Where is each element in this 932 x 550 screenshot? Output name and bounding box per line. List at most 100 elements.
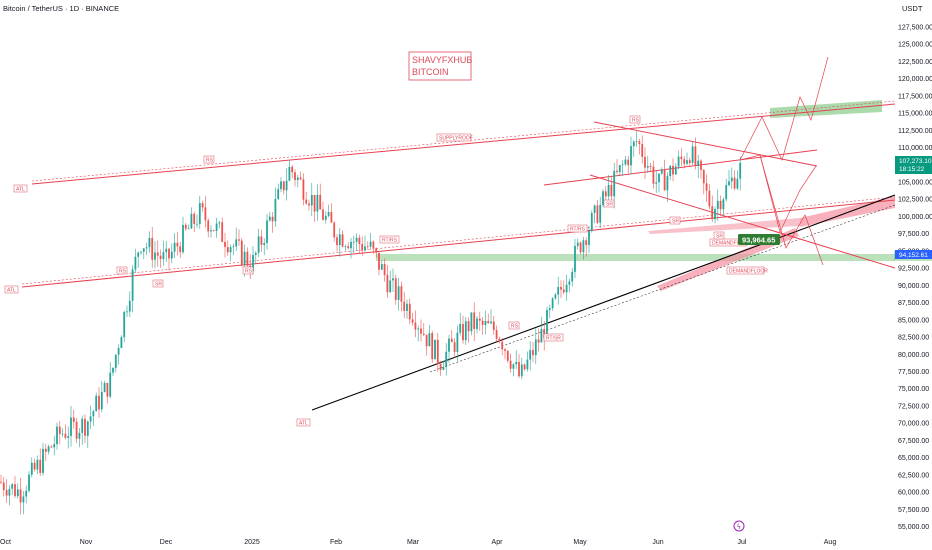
candle-body [120,337,123,349]
candle-body [232,246,235,248]
candle-body [176,242,179,247]
candle-body [238,239,240,241]
candle-body [641,144,644,157]
candle-body [350,241,352,249]
candle-body [520,364,523,377]
candle-body [386,274,389,293]
candle-body [294,172,296,181]
price-tick-label: 70,000.00 [898,421,929,428]
time-tick-label: Apr [492,539,504,546]
candle-body [344,246,347,248]
candle-body [218,222,221,224]
annotation-box [508,321,520,330]
annotation-label: SR [606,201,613,207]
candle-body [134,256,137,270]
candle-body [462,324,464,341]
candle-body [2,482,5,491]
candle-body [434,339,436,360]
candle-body [512,364,515,369]
candle-body [450,338,453,343]
candle-body [593,205,596,214]
candle-body [313,194,316,212]
candle-body [302,179,305,200]
lower-channel-line [21,199,896,288]
candle-body [30,462,33,475]
candle-body [333,222,336,238]
price-tick-label: 62,500.00 [898,472,929,479]
time-tick-label: 2025 [244,539,260,546]
price-tick-label: 57,500.00 [898,507,929,514]
descending-red-line [589,174,896,269]
annotation-label: RS [206,157,214,163]
watermark-line1: SHAVYFXHUB [412,55,472,65]
demand-price-value: 93,964.65 [742,236,775,245]
candle-body [310,194,313,206]
price-tick-label: 60,000.00 [898,490,929,497]
candle-body [529,350,532,360]
candle-body [75,421,78,439]
price-tick-label: 77,500.00 [898,369,929,376]
candle-body [25,490,28,497]
time-tick-label: Feb [330,539,342,546]
candle-body [100,391,103,410]
candle-body [229,247,232,253]
watermark-line2: BITCOIN [412,67,449,77]
candle-body [193,213,196,224]
candle-body [431,333,434,360]
candle-body [117,348,120,355]
candle-body [201,203,204,208]
candle-body [50,446,53,448]
price-tick-label: 102,500.00 [898,197,932,204]
price-tick-label: 80,000.00 [898,352,929,359]
price-tick-label: 55,000.00 [898,524,929,531]
candle-body [708,190,711,207]
candle-body [442,366,445,370]
candle-body [408,303,411,320]
candle-body [61,433,64,435]
annotation-box [296,418,311,427]
price-tick-label: 92,500.00 [898,266,929,273]
annotation-box [203,155,215,164]
candle-body [114,354,117,368]
candle-body [599,204,602,223]
watermark-box [408,51,472,81]
time-axis[interactable]: Oct Nov Dec 2025 Feb Mar Apr May Jun Jul Aug [0,539,836,546]
price-tick-label: 75,000.00 [898,386,929,393]
candle-body [716,200,719,209]
candle-body [504,349,506,351]
candle-body [296,177,299,181]
event-bolt-icon[interactable] [733,520,745,532]
candle-body [98,395,100,410]
last-price-value: 107,273.10 [899,158,932,165]
candle-body [72,417,75,422]
candle-body [128,300,131,312]
candle-body [498,338,501,342]
candle-body [582,240,585,253]
candle-body [492,321,495,331]
candle-body [560,286,562,290]
candle-body [70,417,72,436]
upper-channel-line [31,103,896,185]
candle-body [459,324,462,333]
candle-body [271,216,274,222]
price-tick-label: 100,000.00 [898,214,932,221]
candle-body [400,286,403,302]
candle-body [722,199,725,210]
candle-body [53,444,56,448]
candle-body [280,181,282,190]
currency-label: USDT [902,4,923,13]
candle-body [240,240,243,265]
ascending-trendline [311,194,896,411]
candle-body [154,252,156,260]
candle-body [42,448,44,473]
candle-body [106,382,109,397]
candle-body [358,237,361,245]
candle-body [14,484,16,497]
annotation-label: RS [511,323,519,329]
annotation-label: SR [672,218,679,224]
candle-body [322,209,324,220]
candle-body [495,330,498,339]
candle-body [669,165,672,177]
candle-body [207,220,210,232]
